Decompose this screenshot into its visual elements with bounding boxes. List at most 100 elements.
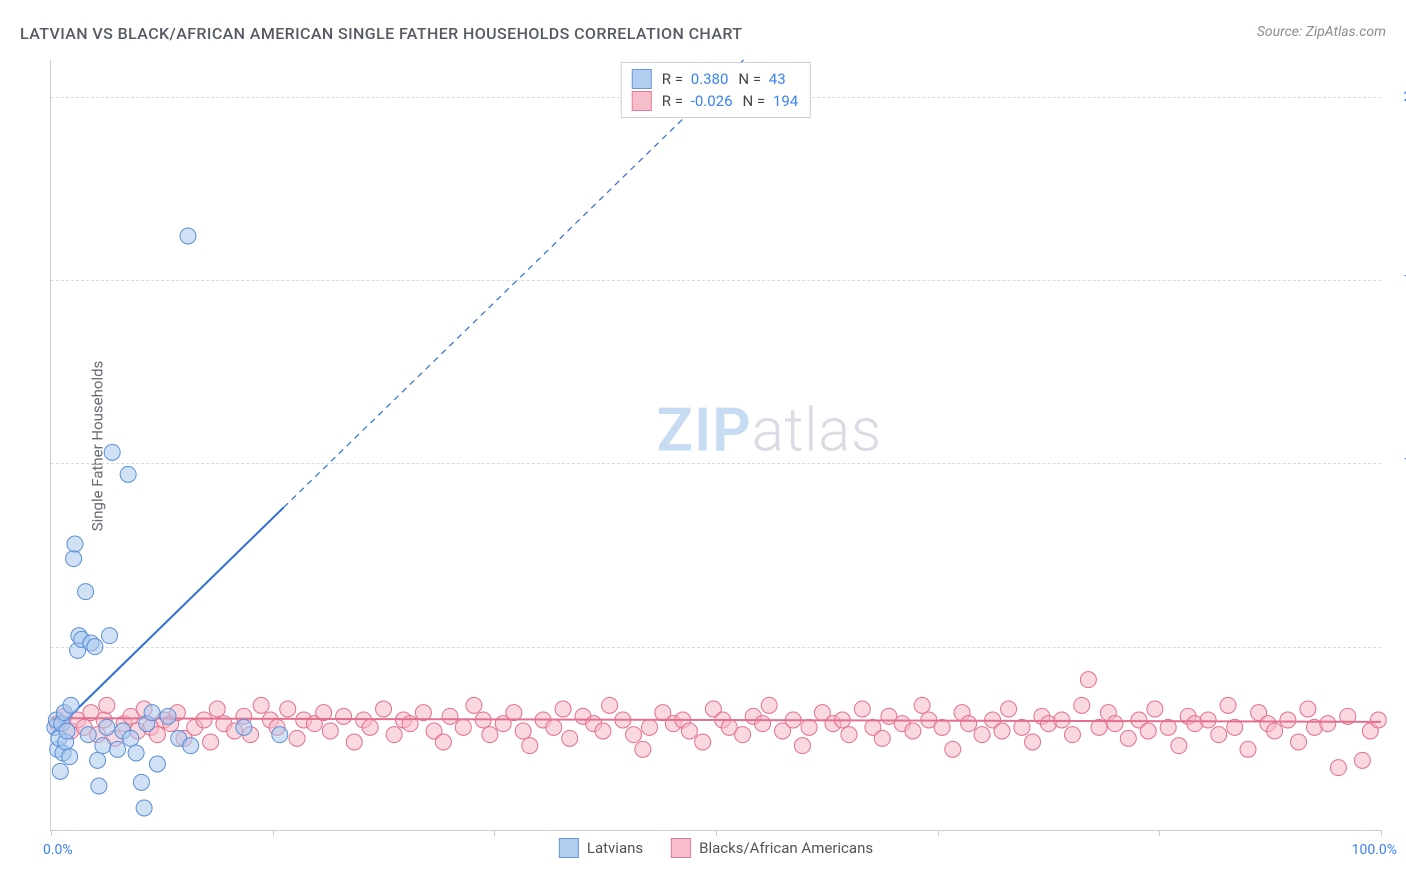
data-point-blacks [1320, 716, 1336, 732]
x-tick [1381, 830, 1382, 836]
data-point-blacks [1025, 734, 1041, 750]
x-axis-min-label: 0.0% [43, 842, 73, 858]
bottom-legend: Latvians Blacks/African Americans [559, 838, 873, 858]
bottom-legend-latvians: Latvians [559, 838, 643, 858]
trend-line-dashed-latvians [284, 60, 744, 507]
x-tick [51, 830, 52, 836]
x-tick [494, 830, 495, 836]
data-point-blacks [455, 719, 471, 735]
data-point-latvians [128, 745, 144, 761]
data-point-blacks [1291, 734, 1307, 750]
data-point-blacks [322, 723, 338, 739]
y-tick-label: 20.0% [1385, 89, 1406, 105]
data-point-blacks [761, 697, 777, 713]
legend-swatch-latvians [632, 69, 652, 89]
data-point-blacks [515, 723, 531, 739]
data-point-blacks [562, 730, 578, 746]
data-point-latvians [102, 628, 118, 644]
data-point-latvians [136, 800, 152, 816]
data-point-latvians [63, 697, 79, 713]
data-point-blacks [735, 727, 751, 743]
data-point-blacks [482, 727, 498, 743]
data-point-blacks [626, 727, 642, 743]
data-point-blacks [506, 705, 522, 721]
data-point-blacks [1140, 723, 1156, 739]
data-point-blacks [905, 723, 921, 739]
data-point-blacks [362, 719, 378, 735]
data-point-blacks [546, 719, 562, 735]
data-point-blacks [1220, 697, 1236, 713]
data-point-blacks [253, 697, 269, 713]
trend-line-latvians [51, 507, 284, 734]
data-point-blacks [1300, 701, 1316, 717]
data-point-blacks [801, 719, 817, 735]
legend-r-blacks: R = -0.026 [662, 92, 733, 110]
data-point-blacks [695, 734, 711, 750]
data-point-latvians [91, 778, 107, 794]
data-point-blacks [635, 741, 651, 757]
bottom-legend-blacks: Blacks/African Americans [671, 838, 873, 858]
x-tick [938, 830, 939, 836]
data-point-blacks [402, 716, 418, 732]
data-point-blacks [1001, 701, 1017, 717]
plot-area: 5.0%10.0%15.0%20.0% ZIPatlas 0.0% 100.0%… [50, 60, 1381, 831]
data-point-blacks [945, 741, 961, 757]
data-point-latvians [160, 708, 176, 724]
legend-n-blacks: N = 194 [743, 92, 799, 110]
data-point-latvians [67, 536, 83, 552]
x-axis-max-label: 100.0% [1352, 842, 1397, 858]
data-point-blacks [1074, 697, 1090, 713]
data-point-blacks [346, 734, 362, 750]
data-point-blacks [595, 723, 611, 739]
data-point-latvians [180, 228, 196, 244]
data-point-blacks [602, 697, 618, 713]
data-point-latvians [110, 741, 126, 757]
data-point-latvians [123, 730, 139, 746]
data-point-latvians [80, 727, 96, 743]
data-point-blacks [280, 701, 296, 717]
data-point-blacks [99, 697, 115, 713]
correlation-legend-box: R = 0.380 N = 43 R = -0.026 N = 194 [621, 62, 811, 118]
chart-title: LATVIAN VS BLACK/AFRICAN AMERICAN SINGLE… [20, 24, 742, 43]
data-point-blacks [196, 712, 212, 728]
data-point-latvians [78, 584, 94, 600]
chart-container: LATVIAN VS BLACK/AFRICAN AMERICAN SINGLE… [0, 0, 1406, 892]
data-point-latvians [95, 738, 111, 754]
data-point-blacks [376, 701, 392, 717]
data-point-blacks [442, 708, 458, 724]
data-point-blacks [1240, 741, 1256, 757]
data-point-blacks [203, 734, 219, 750]
data-point-blacks [974, 727, 990, 743]
data-point-latvians [52, 763, 68, 779]
y-tick-label: 5.0% [1385, 639, 1406, 655]
data-point-latvians [66, 551, 82, 567]
data-point-blacks [794, 738, 810, 754]
data-point-blacks [755, 716, 771, 732]
bottom-label-blacks: Blacks/African Americans [699, 839, 873, 857]
data-point-blacks [466, 697, 482, 713]
data-point-latvians [272, 727, 288, 743]
y-tick-label: 10.0% [1385, 455, 1406, 471]
x-tick [716, 830, 717, 836]
data-point-blacks [681, 723, 697, 739]
legend-row-blacks: R = -0.026 N = 194 [632, 91, 798, 111]
data-point-blacks [555, 701, 571, 717]
data-point-blacks [1080, 672, 1096, 688]
data-point-latvians [62, 749, 78, 765]
data-point-blacks [642, 719, 658, 735]
legend-row-latvians: R = 0.380 N = 43 [632, 69, 798, 89]
data-point-latvians [59, 723, 75, 739]
data-point-blacks [1280, 712, 1296, 728]
data-point-blacks [841, 727, 857, 743]
x-tick [273, 830, 274, 836]
data-point-blacks [522, 738, 538, 754]
data-point-latvians [120, 466, 136, 482]
data-point-blacks [209, 701, 225, 717]
data-point-latvians [87, 639, 103, 655]
source-attribution: Source: ZipAtlas.com [1257, 24, 1386, 40]
data-point-blacks [961, 716, 977, 732]
data-point-blacks [1120, 730, 1136, 746]
data-point-latvians [104, 444, 120, 460]
bottom-label-latvians: Latvians [587, 839, 643, 857]
data-point-blacks [1171, 738, 1187, 754]
